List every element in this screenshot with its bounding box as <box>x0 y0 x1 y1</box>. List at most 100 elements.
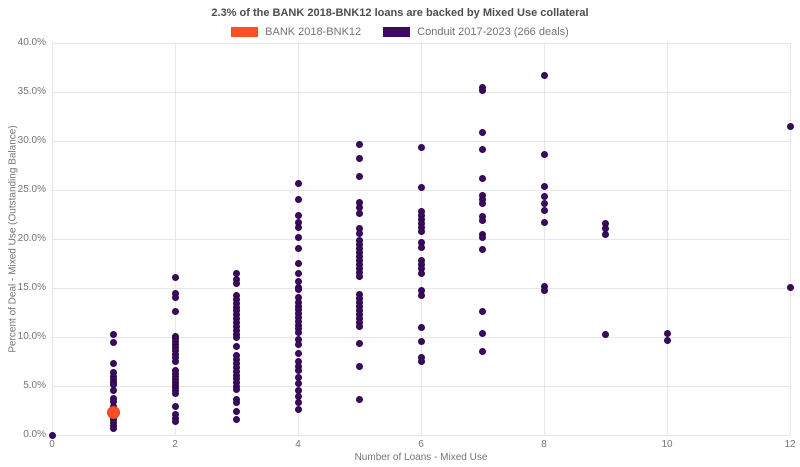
data-point <box>294 379 302 387</box>
x-tick-label: 2 <box>172 439 178 450</box>
data-point <box>356 272 363 280</box>
data-point <box>417 323 425 331</box>
grid-line-vertical <box>52 43 53 435</box>
data-point <box>540 287 548 295</box>
data-point <box>479 146 486 154</box>
data-point <box>294 245 302 253</box>
data-point <box>356 155 363 163</box>
data-point <box>417 144 425 152</box>
data-point <box>356 141 363 149</box>
data-point <box>110 330 117 338</box>
data-point <box>171 294 179 302</box>
legend-item-bank: BANK 2018-BNK12 <box>231 26 361 38</box>
y-tick-label: 40.0% <box>17 37 46 48</box>
data-point <box>479 200 486 208</box>
data-point <box>602 230 609 238</box>
data-point <box>48 431 56 439</box>
y-tick-label: 10.0% <box>17 331 46 342</box>
x-tick-label: 4 <box>295 439 301 450</box>
data-point <box>540 200 548 208</box>
y-tick-label: 0.0% <box>23 429 46 440</box>
data-point <box>356 229 363 237</box>
data-point <box>171 358 179 365</box>
data-point <box>417 183 425 191</box>
data-point <box>233 399 240 407</box>
x-tick-label: 8 <box>541 439 547 450</box>
x-axis-title: Number of Loans - Mixed Use <box>354 452 488 463</box>
data-point <box>479 329 486 337</box>
data-point <box>171 390 179 398</box>
data-point <box>417 227 425 235</box>
data-point <box>233 333 240 341</box>
data-point <box>479 128 486 136</box>
data-point <box>294 406 302 414</box>
chart-title: 2.3% of the BANK 2018-BNK12 loans are ba… <box>211 7 589 19</box>
data-point <box>540 71 548 79</box>
data-point <box>294 260 302 267</box>
data-point <box>294 366 302 374</box>
data-point <box>479 174 486 182</box>
legend-label-bank: BANK 2018-BNK12 <box>265 26 362 38</box>
grid-line-vertical <box>175 43 176 435</box>
data-point <box>110 424 117 432</box>
data-point <box>417 358 425 365</box>
data-point <box>110 339 117 347</box>
data-point <box>294 223 302 231</box>
data-point <box>479 246 486 254</box>
data-point <box>356 210 363 218</box>
data-point <box>107 405 120 419</box>
x-tick-label: 6 <box>418 439 424 450</box>
y-tick-label: 5.0% <box>23 380 46 391</box>
grid-line-vertical <box>421 43 422 435</box>
data-point <box>356 362 363 370</box>
y-tick-label: 25.0% <box>17 184 46 195</box>
data-point <box>663 337 671 345</box>
legend-item-conduit: Conduit 2017-2023 (266 deals) <box>383 26 569 38</box>
data-point <box>540 218 548 226</box>
y-axis-ticks: 0.0% 5.0% 10.0% 15.0% 20.0% 25.0% 30.0% 35.0% 40… <box>0 37 46 440</box>
data-point <box>294 179 302 187</box>
legend-swatch-conduit <box>383 27 411 37</box>
data-point <box>294 233 302 241</box>
data-point <box>356 340 363 348</box>
data-point <box>417 338 425 346</box>
data-point <box>233 415 240 423</box>
data-point <box>479 216 486 224</box>
data-point <box>294 211 302 219</box>
data-point <box>479 233 486 241</box>
data-point <box>786 283 794 291</box>
data-point <box>294 286 302 294</box>
legend: BANK 2018-BNK12 Conduit 2017-2023 (266 d… <box>0 26 800 38</box>
data-point <box>479 348 486 356</box>
data-point <box>602 330 609 338</box>
data-point <box>294 350 302 358</box>
data-point <box>540 182 548 190</box>
data-point <box>417 292 425 300</box>
data-point <box>110 359 117 367</box>
data-point <box>110 387 117 395</box>
data-point <box>356 396 363 404</box>
data-point <box>479 86 486 94</box>
y-tick-label: 30.0% <box>17 135 46 146</box>
data-point <box>540 207 548 215</box>
data-point <box>171 308 179 316</box>
data-point <box>171 403 179 411</box>
plot-area <box>48 43 794 439</box>
x-tick-label: 10 <box>661 439 673 450</box>
data-point <box>417 269 425 277</box>
grid-line-vertical <box>790 43 791 435</box>
data-point <box>540 193 548 201</box>
grid-line-vertical <box>667 43 668 435</box>
x-tick-label: 12 <box>784 439 796 450</box>
y-tick-label: 35.0% <box>17 86 46 97</box>
data-point <box>110 380 117 388</box>
grid-line-horizontal <box>52 435 790 436</box>
grid-line-vertical <box>544 43 545 435</box>
x-tick-label: 0 <box>49 439 55 450</box>
legend-swatch-bank <box>231 27 259 37</box>
y-tick-label: 15.0% <box>17 282 46 293</box>
data-point <box>294 341 302 349</box>
data-point <box>786 122 794 130</box>
data-point <box>663 329 671 337</box>
